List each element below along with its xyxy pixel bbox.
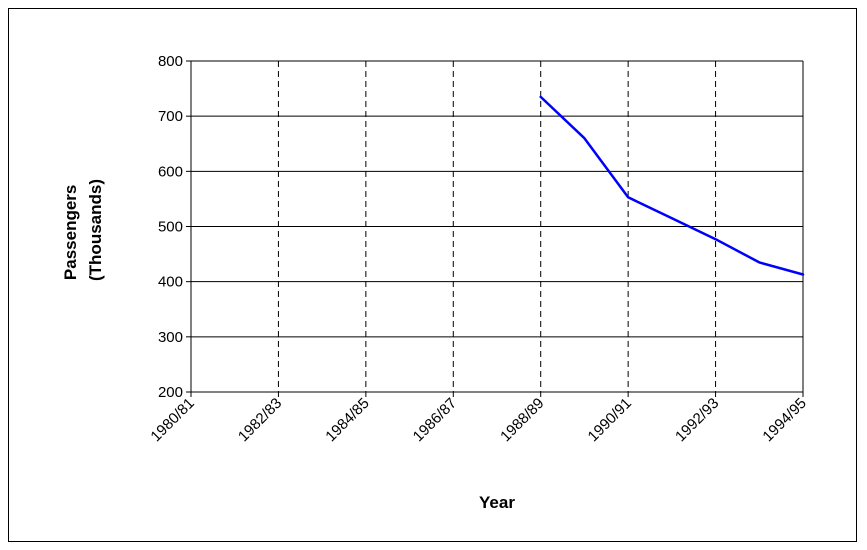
- y-tick-label: 600: [158, 163, 183, 180]
- x-tick-label: 1980/81: [147, 395, 197, 445]
- x-tick-label: 1982/83: [235, 395, 285, 445]
- y-tick-label: 700: [158, 108, 183, 125]
- x-tick-labels: 1980/81 1982/83 1984/85 1986/87 1988/89 1990/…: [147, 395, 809, 445]
- x-tick-label: 1986/87: [410, 395, 460, 445]
- axes: [186, 60, 804, 397]
- y-axis-title-line-2: (Thousands): [86, 179, 105, 281]
- y-tick-label: 400: [158, 274, 183, 291]
- x-axis-title: Year: [479, 493, 515, 512]
- x-tick-label: 1990/91: [585, 395, 635, 445]
- y-tick-label: 800: [158, 53, 183, 70]
- x-tick-label: 1988/89: [497, 395, 547, 445]
- x-tick-label: 1994/95: [759, 395, 809, 445]
- y-tick-label: 200: [158, 384, 183, 401]
- series-layer: [539, 95, 805, 276]
- x-tick-label: 1984/85: [322, 395, 372, 445]
- y-axis-title-line-1: Passengers: [61, 185, 80, 280]
- series-line: [539, 95, 805, 276]
- chart-frame: 200 300 400 500 600 700 800 1980/81 1982/83 1984…: [8, 8, 857, 542]
- y-tick-label: 300: [158, 329, 183, 346]
- x-tick-label: 1992/93: [672, 395, 722, 445]
- grid-lines: [191, 60, 804, 392]
- line-chart: 200 300 400 500 600 700 800 1980/81 1982/83 1984…: [61, 53, 810, 512]
- y-tick-label: 500: [158, 219, 183, 236]
- y-axis-title: Passengers (Thousands): [61, 179, 105, 281]
- y-tick-labels: 200 300 400 500 600 700 800: [158, 53, 183, 401]
